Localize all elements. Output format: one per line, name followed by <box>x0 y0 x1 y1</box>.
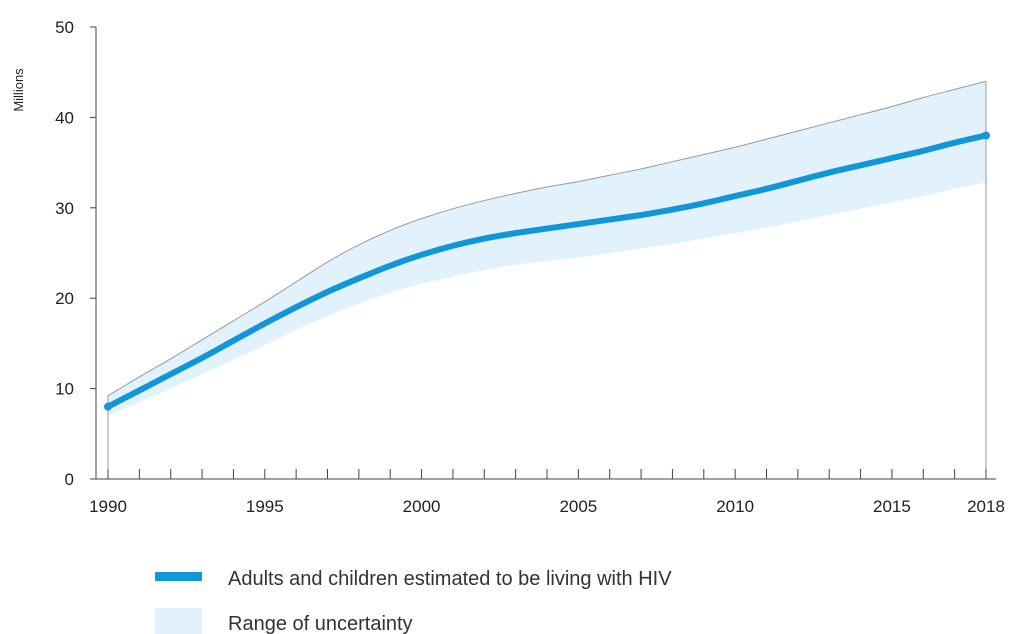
x-axis-ticks: 1990 1995 2000 2005 2010 2015 2018 <box>89 469 1005 516</box>
uncertainty-band <box>108 81 986 416</box>
uncertainty-band-layer <box>107 80 987 479</box>
y-tick-label-40: 40 <box>55 108 74 127</box>
estimate-line <box>105 132 989 410</box>
axes: 0 10 20 30 40 50 1990 1995 2000 2005 2010 2015 2018 <box>55 18 1005 516</box>
estimate-point-end <box>982 131 990 140</box>
estimate-line-layer <box>104 131 990 411</box>
x-tick-label-1990: 1990 <box>89 497 127 516</box>
y-tick-label-0: 0 <box>65 470 74 489</box>
uncertainty-band-upper-edge <box>107 80 987 397</box>
y-tick-label-50: 50 <box>55 18 74 37</box>
x-tick-label-2015: 2015 <box>873 497 911 516</box>
estimate-point-start <box>104 402 112 411</box>
y-tick-label-20: 20 <box>55 289 74 308</box>
legend-label-range: Range of uncertainty <box>228 613 413 634</box>
x-tick-label-2000: 2000 <box>403 497 441 516</box>
y-tick-label-30: 30 <box>55 199 74 218</box>
legend-swatch-estimate <box>155 572 202 581</box>
legend-swatch-range <box>155 608 202 634</box>
x-tick-label-2005: 2005 <box>559 497 597 516</box>
legend: Adults and children estimated to be livi… <box>155 568 672 634</box>
x-tick-label-1995: 1995 <box>246 497 284 516</box>
y-tick-label-10: 10 <box>55 380 74 399</box>
x-tick-label-2010: 2010 <box>716 497 754 516</box>
y-axis-label: Millions <box>11 68 26 112</box>
x-tick-label-2018: 2018 <box>967 497 1005 516</box>
legend-label-estimate: Adults and children estimated to be livi… <box>228 568 672 590</box>
y-axis-ticks: 0 10 20 30 40 50 <box>55 18 96 489</box>
